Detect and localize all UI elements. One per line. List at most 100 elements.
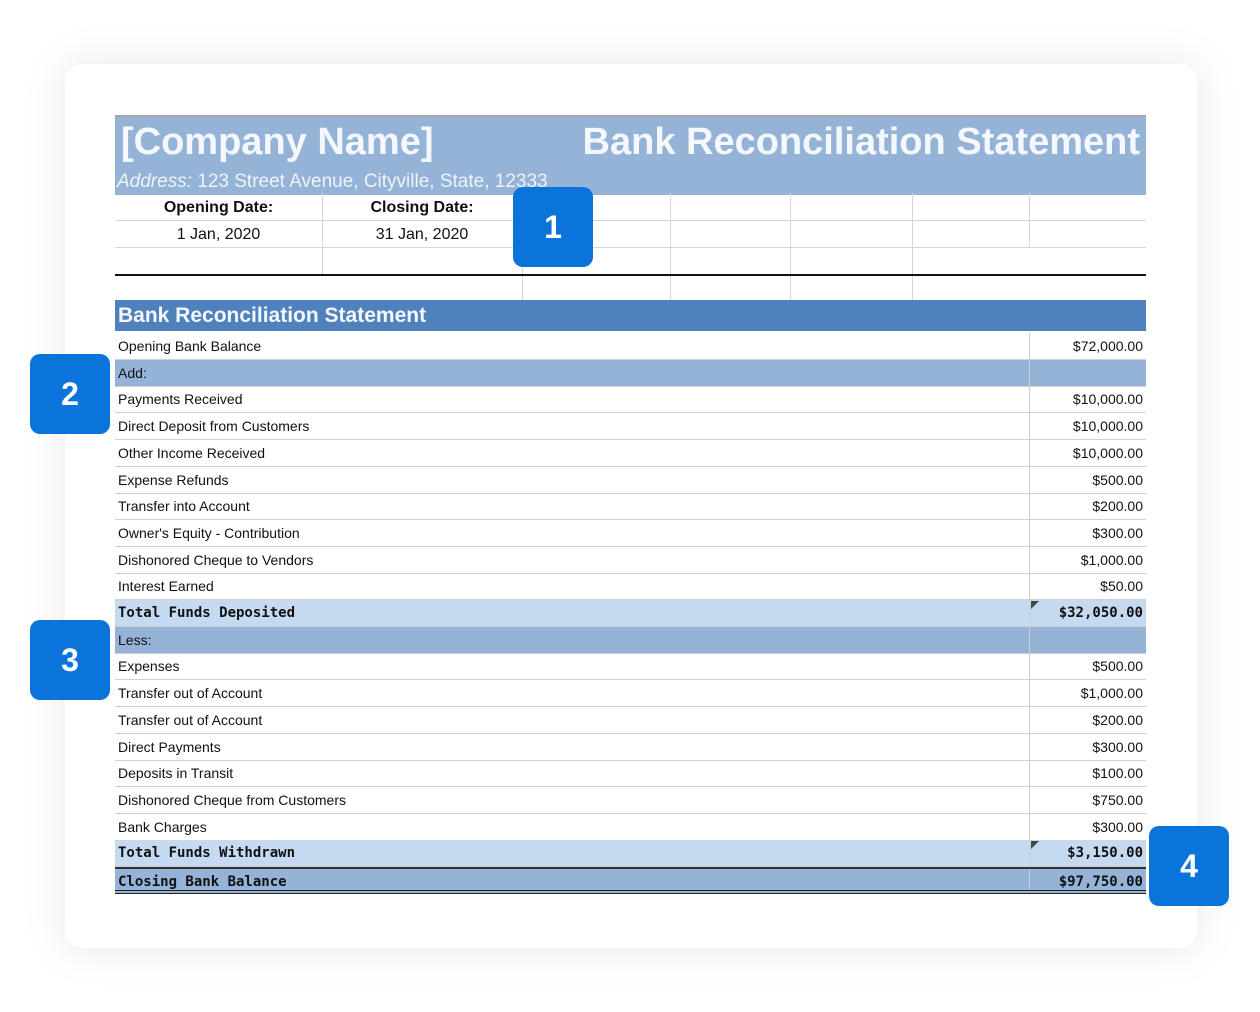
column-divider — [1029, 600, 1030, 626]
table-row: Opening Bank Balance $72,000.00 — [115, 333, 1146, 360]
table-row: Bank Charges $300.00 — [115, 813, 1146, 841]
closing-date-label: Closing Date: — [370, 199, 474, 216]
column-divider — [1029, 466, 1030, 493]
row-label[interactable]: Other Income Received — [118, 444, 266, 461]
row-value[interactable]: $10,000.00 — [1072, 444, 1143, 461]
address-label: Address: — [117, 171, 192, 192]
spreadsheet: [Company Name] Bank Reconciliation State… — [115, 115, 1146, 905]
row-label[interactable]: Owner's Equity - Contribution — [118, 524, 300, 541]
row-value[interactable]: $300.00 — [1092, 738, 1143, 755]
header-band: [Company Name] Bank Reconciliation State… — [115, 115, 1146, 195]
row-value[interactable]: $32,050.00 — [1058, 605, 1143, 621]
column-divider — [1029, 333, 1030, 359]
column-divider — [1029, 653, 1030, 680]
row-label[interactable]: Direct Deposit from Customers — [118, 418, 310, 435]
row-value[interactable]: $72,000.00 — [1072, 338, 1143, 354]
row-value[interactable]: $97,750.00 — [1058, 874, 1143, 890]
row-label[interactable]: Transfer into Account — [118, 498, 250, 515]
step-badge-3: 3 — [30, 620, 110, 700]
address: Address: 123 Street Avenue, Cityville, S… — [117, 171, 548, 193]
table-row: Owner's Equity - Contribution $300.00 — [115, 519, 1146, 547]
table-row: Payments Received $10,000.00 — [115, 386, 1146, 414]
table-row: Less: — [115, 626, 1146, 654]
table-row: Closing Bank Balance $97,750.00 — [115, 867, 1146, 894]
row-value[interactable]: $3,150.00 — [1067, 845, 1143, 862]
closing-date-value[interactable]: 31 Jan, 2020 — [375, 226, 469, 243]
row-label[interactable]: Closing Bank Balance — [118, 874, 287, 890]
column-divider — [1029, 626, 1030, 653]
row-value[interactable]: $500.00 — [1092, 471, 1143, 488]
row-label[interactable]: Opening Bank Balance — [118, 338, 262, 354]
table-row: Dishonored Cheque to Vendors $1,000.00 — [115, 546, 1146, 574]
opening-date-label: Opening Date: — [163, 199, 274, 216]
column-divider — [1029, 760, 1030, 787]
column-divider — [1029, 786, 1030, 813]
row-value[interactable]: $10,000.00 — [1072, 418, 1143, 435]
column-divider — [1029, 706, 1030, 733]
row-label[interactable]: Interest Earned — [118, 578, 214, 595]
row-label[interactable]: Total Funds Deposited — [118, 605, 296, 621]
table-row: Transfer into Account $200.00 — [115, 493, 1146, 521]
row-label[interactable]: Bank Charges — [118, 818, 207, 835]
column-divider — [1029, 840, 1030, 867]
column-divider — [1029, 680, 1030, 707]
row-label[interactable]: Transfer out of Account — [118, 685, 263, 702]
column-divider — [1029, 573, 1030, 600]
column-divider — [1029, 359, 1030, 386]
opening-date-value[interactable]: 1 Jan, 2020 — [176, 226, 261, 243]
row-value[interactable]: $50.00 — [1100, 578, 1143, 595]
row-value[interactable]: $200.00 — [1092, 711, 1143, 728]
column-divider — [1029, 439, 1030, 466]
table-row: Interest Earned $50.00 — [115, 573, 1146, 601]
row-label[interactable]: Less: — [118, 631, 152, 648]
table-row: Dishonored Cheque from Customers $750.00 — [115, 786, 1146, 814]
column-divider — [1029, 546, 1030, 573]
row-label[interactable]: Direct Payments — [118, 738, 221, 755]
card — [65, 64, 1197, 948]
table-row: Expense Refunds $500.00 — [115, 466, 1146, 494]
row-label[interactable]: Deposits in Transit — [118, 765, 234, 782]
comment-indicator-icon — [1031, 841, 1039, 850]
row-value[interactable]: $200.00 — [1092, 498, 1143, 515]
row-label[interactable]: Dishonored Cheque to Vendors — [118, 551, 314, 568]
comment-indicator-icon — [1031, 601, 1039, 609]
table-row: Add: — [115, 359, 1146, 387]
row-label[interactable]: Payments Received — [118, 391, 243, 408]
column-divider — [1029, 386, 1030, 413]
column-divider — [1029, 813, 1030, 840]
table-row: Direct Deposit from Customers $10,000.00 — [115, 413, 1146, 441]
document-title: Bank Reconciliation Statement — [582, 121, 1140, 163]
row-label[interactable]: Add: — [118, 364, 147, 381]
row-label[interactable]: Expense Refunds — [118, 471, 229, 488]
column-divider — [1029, 493, 1030, 520]
step-badge-2: 2 — [30, 354, 110, 434]
row-label[interactable]: Dishonored Cheque from Customers — [118, 791, 346, 808]
row-value[interactable]: $1,000.00 — [1080, 551, 1143, 568]
row-value[interactable]: $500.00 — [1092, 658, 1143, 675]
row-value[interactable]: $300.00 — [1092, 524, 1143, 541]
company-name: [Company Name] — [121, 121, 434, 163]
row-value[interactable]: $750.00 — [1092, 791, 1143, 808]
address-value: 123 Street Avenue, Cityville, State, 123… — [197, 171, 548, 192]
table-row: Expenses $500.00 — [115, 653, 1146, 681]
table-row: Deposits in Transit $100.00 — [115, 760, 1146, 788]
row-value[interactable]: $1,000.00 — [1080, 685, 1143, 702]
step-badge-4: 4 — [1149, 826, 1229, 906]
table-row: Transfer out of Account $200.00 — [115, 706, 1146, 734]
step-badge-1: 1 — [513, 187, 593, 267]
table-row: Total Funds Withdrawn $3,150.00 — [115, 840, 1146, 868]
column-divider — [1029, 869, 1030, 890]
column-divider — [1029, 413, 1030, 440]
column-divider — [1029, 519, 1030, 546]
section-header: Bank Reconciliation Statement — [115, 300, 1146, 331]
row-label[interactable]: Expenses — [118, 658, 180, 675]
row-label[interactable]: Total Funds Withdrawn — [118, 845, 296, 862]
row-value[interactable]: $10,000.00 — [1072, 391, 1143, 408]
row-value[interactable]: $100.00 — [1092, 765, 1143, 782]
table-row: Transfer out of Account $1,000.00 — [115, 680, 1146, 708]
row-label[interactable]: Transfer out of Account — [118, 711, 263, 728]
table-row: Direct Payments $300.00 — [115, 733, 1146, 761]
row-value[interactable]: $300.00 — [1092, 818, 1143, 835]
divider — [115, 274, 1146, 276]
column-divider — [1029, 733, 1030, 760]
